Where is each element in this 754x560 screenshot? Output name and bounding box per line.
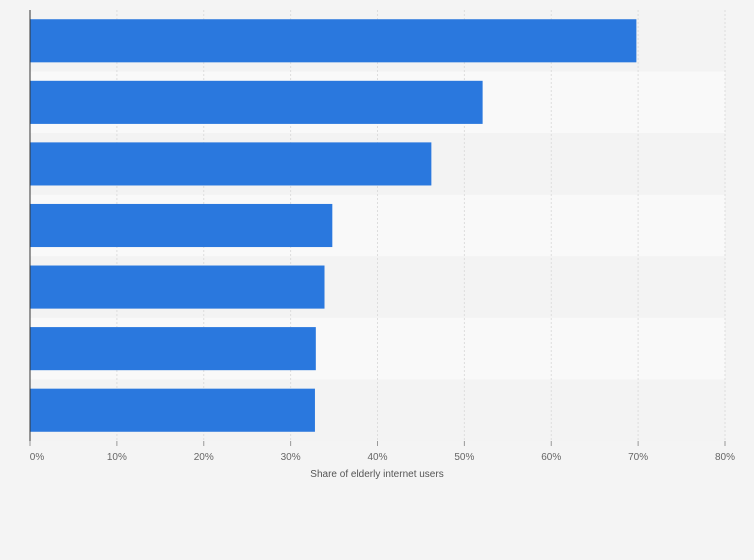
x-tick-label: 0%: [30, 452, 45, 463]
bar[interactable]: [30, 142, 432, 186]
x-tick-label: 70%: [628, 452, 648, 463]
bar[interactable]: [30, 203, 333, 248]
bar[interactable]: [30, 388, 315, 432]
x-axis-ticks: 0% 10% 20% 30% 40% 50% 60% 70% 80%: [29, 441, 735, 463]
x-tick-label: 20%: [194, 452, 214, 463]
bar[interactable]: [30, 19, 637, 63]
bar[interactable]: [30, 265, 325, 309]
x-tick-label: 40%: [367, 452, 387, 463]
x-tick-label: 80%: [715, 452, 735, 463]
x-tick-label: 10%: [107, 452, 127, 463]
x-tick-label: 50%: [454, 452, 474, 463]
bar[interactable]: [30, 80, 483, 124]
bars: [30, 19, 637, 432]
x-axis-title: Share of elderly internet users: [310, 469, 443, 480]
x-tick-label: 60%: [541, 452, 561, 463]
bar[interactable]: [30, 327, 316, 371]
x-tick-label: 30%: [281, 452, 301, 463]
